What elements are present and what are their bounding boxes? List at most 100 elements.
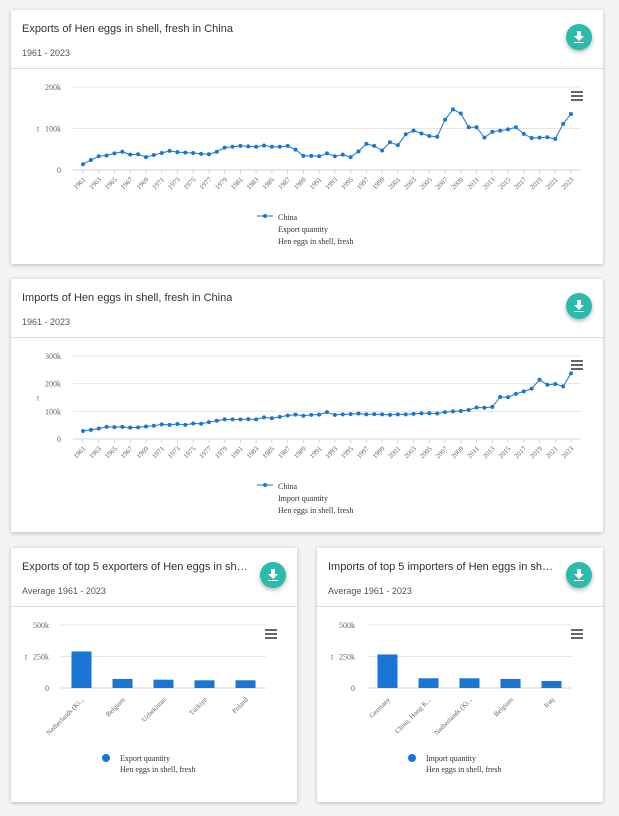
data-point[interactable] [356,149,361,154]
legend-item[interactable]: Hen eggs in shell, fresh [278,237,353,246]
data-point[interactable] [159,422,164,427]
data-point[interactable] [348,412,353,417]
data-point[interactable] [419,411,424,416]
data-point[interactable] [262,143,267,148]
data-point[interactable] [506,395,511,400]
data-point[interactable] [238,417,243,422]
data-point[interactable] [443,117,448,122]
data-point[interactable] [537,377,542,382]
hamburger-menu-icon[interactable] [265,629,277,639]
data-point[interactable] [482,135,487,140]
data-point[interactable] [506,127,511,132]
data-point[interactable] [380,148,385,153]
data-point[interactable] [435,134,440,139]
data-point[interactable] [246,144,251,149]
data-point[interactable] [96,426,101,431]
data-point[interactable] [561,384,566,389]
data-point[interactable] [521,131,526,136]
bar[interactable] [71,651,92,688]
data-point[interactable] [285,143,290,148]
data-point[interactable] [419,131,424,136]
data-point[interactable] [498,394,503,399]
data-point[interactable] [466,407,471,412]
data-point[interactable] [262,415,267,420]
hamburger-menu-icon[interactable] [571,91,583,101]
data-point[interactable] [529,386,534,391]
bar[interactable] [459,678,480,688]
data-point[interactable] [293,412,298,417]
legend-item[interactable]: Hen eggs in shell, fresh [278,506,353,515]
data-point[interactable] [175,422,180,427]
data-point[interactable] [545,382,550,387]
data-point[interactable] [435,411,440,416]
data-point[interactable] [553,381,558,386]
data-point[interactable] [340,412,345,417]
data-point[interactable] [254,144,259,149]
data-point[interactable] [191,421,196,426]
data-point[interactable] [222,417,227,422]
data-point[interactable] [175,150,180,155]
data-point[interactable] [372,412,377,417]
legend-item[interactable]: Export quantity [278,225,328,234]
data-point[interactable] [120,149,125,154]
data-point[interactable] [332,412,337,417]
data-point[interactable] [96,154,101,159]
download-button[interactable] [566,293,592,319]
data-point[interactable] [206,420,211,425]
data-point[interactable] [325,151,329,156]
data-point[interactable] [104,424,109,429]
data-point[interactable] [88,427,93,432]
data-point[interactable] [458,111,463,116]
data-point[interactable] [112,151,117,156]
data-point[interactable] [411,411,416,416]
data-point[interactable] [301,153,306,158]
legend-item[interactable]: Export quantity [120,754,170,763]
data-point[interactable] [246,417,251,422]
data-point[interactable] [387,140,392,145]
data-point[interactable] [537,135,542,140]
data-point[interactable] [136,152,141,157]
legend-item[interactable]: China [278,213,298,222]
download-button[interactable] [260,562,286,588]
data-point[interactable] [167,148,172,153]
data-point[interactable] [199,151,204,156]
data-point[interactable] [277,144,282,149]
data-point[interactable] [450,107,455,112]
data-point[interactable] [513,391,518,396]
hamburger-menu-icon[interactable] [571,360,583,370]
data-point[interactable] [372,143,377,148]
data-point[interactable] [427,411,432,416]
data-point[interactable] [364,141,369,146]
download-button[interactable] [566,24,592,50]
data-point[interactable] [490,404,495,409]
data-point[interactable] [151,153,156,158]
data-point[interactable] [561,121,566,126]
data-point[interactable] [128,152,133,157]
data-point[interactable] [395,143,400,148]
data-point[interactable] [112,425,117,430]
data-point[interactable] [403,132,408,137]
data-point[interactable] [309,412,314,417]
data-point[interactable] [269,144,274,149]
data-point[interactable] [348,155,353,160]
data-point[interactable] [427,133,432,138]
data-point[interactable] [545,135,550,140]
data-point[interactable] [143,424,148,429]
bar[interactable] [153,679,174,688]
hamburger-menu-icon[interactable] [571,629,583,639]
bar[interactable] [500,678,521,688]
data-point[interactable] [167,422,172,427]
data-point[interactable] [254,417,259,422]
bar[interactable] [377,654,398,688]
data-point[interactable] [474,405,479,410]
data-point[interactable] [356,411,361,416]
download-button[interactable] [566,562,592,588]
data-point[interactable] [513,125,518,130]
data-point[interactable] [340,152,345,157]
data-point[interactable] [238,143,243,148]
data-point[interactable] [387,412,392,417]
data-point[interactable] [458,409,463,414]
legend-item[interactable]: China [278,482,298,491]
data-point[interactable] [222,145,227,150]
data-point[interactable] [332,154,337,159]
